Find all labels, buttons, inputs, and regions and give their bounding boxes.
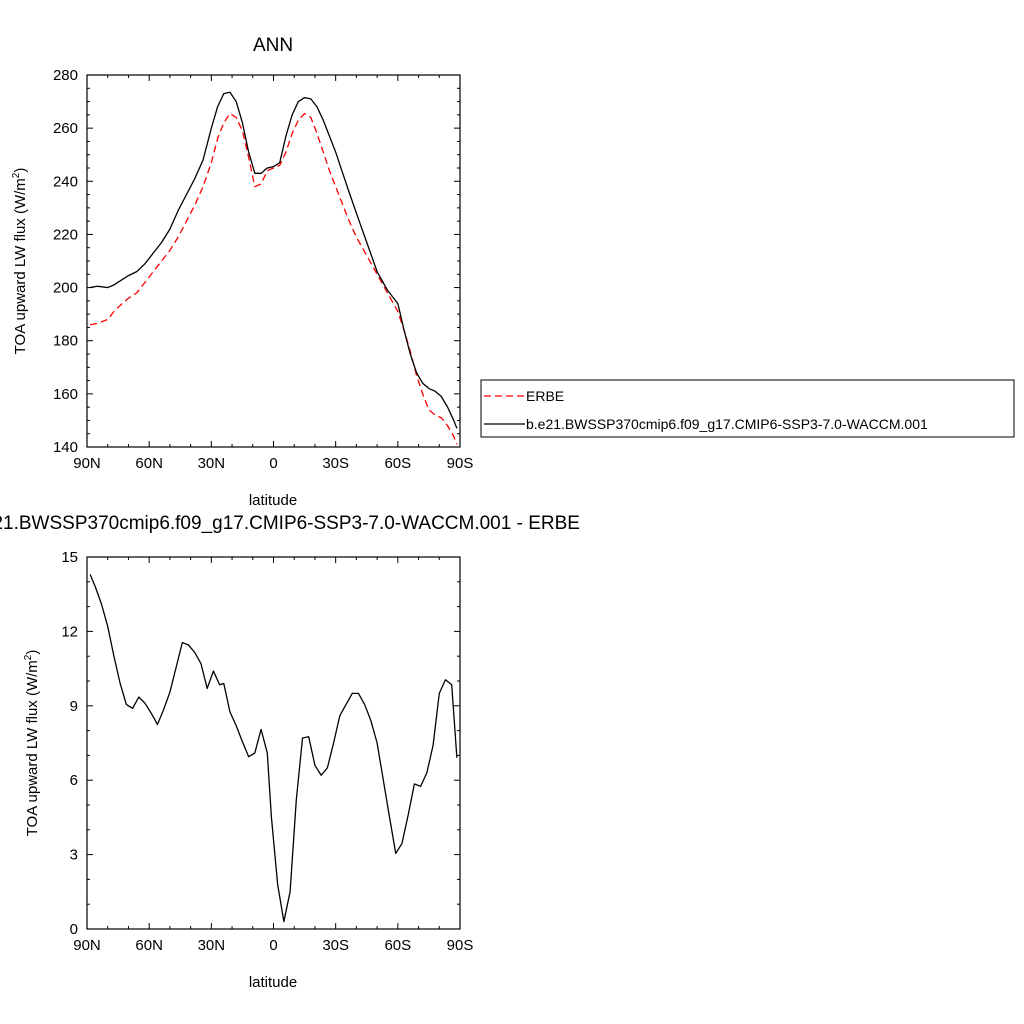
bottom-xtick-label: 60N xyxy=(135,937,163,954)
bottom-xtick-label: 30N xyxy=(198,937,226,954)
top-xtick-label: 30N xyxy=(198,455,226,472)
bottom-xtick-label: 90N xyxy=(73,937,101,954)
bottom-xtick-label: 30S xyxy=(322,937,349,954)
legend-model-label: b.e21.BWSSP370cmip6.f09_g17.CMIP6-SSP3-7… xyxy=(526,416,928,432)
top-ytick-label: 200 xyxy=(53,280,78,297)
bottom-ytick-label: 0 xyxy=(70,921,78,938)
top-ytick-label: 160 xyxy=(53,386,78,403)
bottom-chart-ylabel: TOA upward LW flux (W/m2) xyxy=(23,650,41,837)
legend: ERBE b.e21.BWSSP370cmip6.f09_g17.CMIP6-S… xyxy=(480,379,1015,438)
bottom-ytick-label: 3 xyxy=(70,847,78,864)
legend-box xyxy=(480,379,1015,438)
top-chart-plot-frame xyxy=(86,74,461,448)
bottom-ytick-label: 12 xyxy=(61,623,78,640)
bottom-xtick-label: 60S xyxy=(384,937,411,954)
bottom-ytick-label: 6 xyxy=(70,772,78,789)
bottom-xtick-label: 90S xyxy=(447,937,474,954)
top-ytick-label: 140 xyxy=(53,439,78,456)
bottom-series-line-0 xyxy=(89,574,458,923)
bottom-ytick-label: 15 xyxy=(61,549,78,566)
top-ytick-label: 280 xyxy=(53,67,78,84)
bottom-ytick-label: 9 xyxy=(70,698,78,715)
top-xtick-label: 30S xyxy=(322,455,349,472)
top-chart-panel: ANN 90N 60N 30N 0 30S 60S 90S 140 160 180 200 220 24… xyxy=(11,35,473,509)
top-xtick-label: 90N xyxy=(73,455,101,472)
bottom-chart-title: b.e21.BWSSP370cmip6.f09_g17.CMIP6-SSP3-7… xyxy=(0,513,580,534)
bottom-xtick-label: 0 xyxy=(269,937,277,954)
top-ytick-label: 260 xyxy=(53,120,78,137)
top-ytick-label: 180 xyxy=(53,333,78,350)
bottom-chart-plot-frame xyxy=(86,556,461,930)
bottom-chart-xlabel: latitude xyxy=(249,974,297,991)
top-chart-xlabel: latitude xyxy=(249,492,297,509)
top-xtick-label: 90S xyxy=(447,455,474,472)
top-xtick-label: 60S xyxy=(384,455,411,472)
top-series-line-0 xyxy=(89,112,458,445)
top-xtick-label: 0 xyxy=(269,455,277,472)
top-chart-series xyxy=(89,91,458,445)
bottom-chart-panel: b.e21.BWSSP370cmip6.f09_g17.CMIP6-SSP3-7… xyxy=(0,513,580,991)
top-ytick-label: 240 xyxy=(53,173,78,190)
top-ytick-label: 220 xyxy=(53,226,78,243)
top-series-line-1 xyxy=(89,91,458,429)
top-chart-title: ANN xyxy=(253,35,293,56)
top-chart-marks: 90N 60N 30N 0 30S 60S 90S 140 160 180 200 220 240 260… xyxy=(53,67,473,472)
bottom-chart-series xyxy=(89,574,458,923)
top-chart-ylabel: TOA upward LW flux (W/m2) xyxy=(11,168,29,355)
legend-erbe-label: ERBE xyxy=(526,388,564,404)
top-xtick-label: 60N xyxy=(135,455,163,472)
